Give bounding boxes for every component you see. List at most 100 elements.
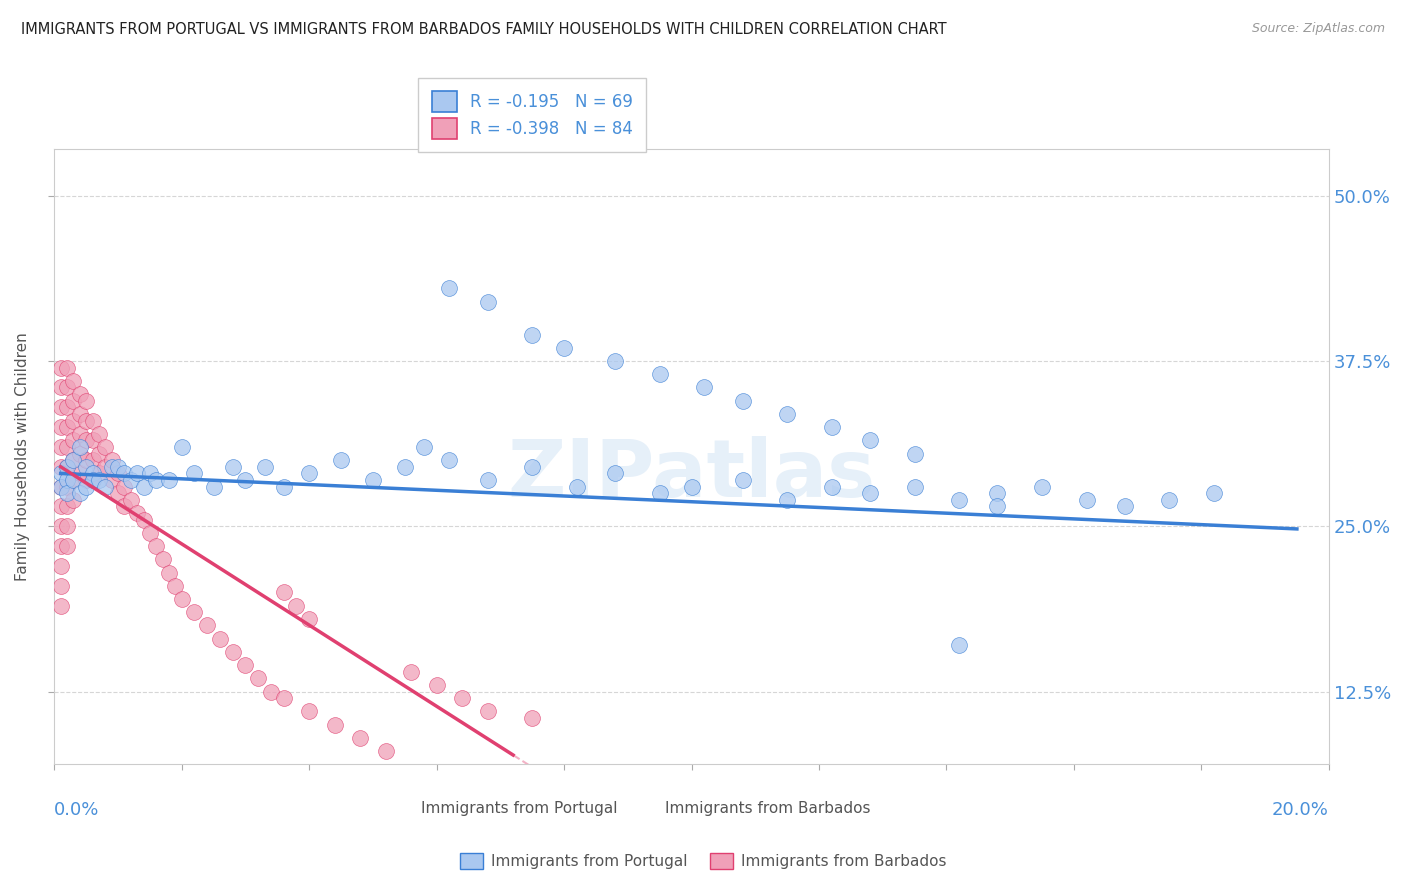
Point [112, 467, 135, 481]
Point [49, 420, 72, 434]
Point [56, 539, 79, 553]
Point [477, 473, 499, 487]
Point [693, 380, 716, 394]
Point [112, 480, 135, 494]
Point [49, 599, 72, 613]
Point [87, 467, 110, 481]
Point [222, 645, 245, 659]
Point [776, 407, 799, 421]
Point [49, 360, 72, 375]
Point [821, 480, 844, 494]
Point [208, 632, 231, 646]
Point [82, 467, 104, 481]
Point [260, 684, 283, 698]
Point [648, 368, 671, 382]
Point [1159, 492, 1181, 507]
Point [1076, 492, 1098, 507]
Point [75, 393, 97, 408]
Point [439, 453, 461, 467]
Point [145, 539, 167, 553]
Point [859, 434, 882, 448]
Point [132, 480, 155, 494]
Point [94, 480, 117, 494]
Point [439, 281, 461, 295]
Point [56, 360, 79, 375]
Point [87, 446, 110, 460]
Point [56, 486, 79, 500]
Point [330, 453, 353, 467]
Point [120, 492, 142, 507]
Point [69, 446, 91, 460]
Point [139, 467, 162, 481]
Point [62, 473, 84, 487]
Point [253, 459, 276, 474]
Point [731, 393, 754, 408]
Point [107, 486, 129, 500]
Point [349, 731, 371, 745]
Point [361, 473, 384, 487]
Point [522, 711, 544, 725]
Point [298, 705, 321, 719]
Point [82, 473, 104, 487]
Point [426, 678, 449, 692]
Point [56, 459, 79, 474]
Point [948, 492, 970, 507]
Point [522, 459, 544, 474]
Text: Immigrants from Portugal: Immigrants from Portugal [422, 801, 617, 816]
Point [648, 486, 671, 500]
Point [49, 480, 72, 494]
Point [87, 473, 110, 487]
Point [139, 525, 162, 540]
Point [145, 473, 167, 487]
Point [202, 480, 225, 494]
Point [56, 519, 79, 533]
Point [394, 459, 416, 474]
Point [298, 612, 321, 626]
Point [69, 387, 91, 401]
Point [49, 380, 72, 394]
Point [477, 705, 499, 719]
Point [412, 440, 434, 454]
Y-axis label: Family Households with Children: Family Households with Children [15, 333, 30, 582]
Point [62, 453, 84, 467]
Point [273, 691, 295, 706]
Point [298, 467, 321, 481]
Text: 20.0%: 20.0% [1272, 801, 1329, 819]
Point [553, 341, 575, 355]
Point [62, 453, 84, 467]
Point [49, 440, 72, 454]
Point [120, 473, 142, 487]
Text: IMMIGRANTS FROM PORTUGAL VS IMMIGRANTS FROM BARBADOS FAMILY HOUSEHOLDS WITH CHIL: IMMIGRANTS FROM PORTUGAL VS IMMIGRANTS F… [21, 22, 946, 37]
Legend: R = -0.195   N = 69, R = -0.398   N = 84: R = -0.195 N = 69, R = -0.398 N = 84 [419, 78, 647, 152]
Point [82, 473, 104, 487]
Point [235, 658, 257, 673]
Point [56, 473, 79, 487]
Point [62, 393, 84, 408]
Point [75, 413, 97, 427]
Text: Immigrants from Barbados: Immigrants from Barbados [665, 801, 870, 816]
Point [222, 459, 245, 474]
Point [69, 440, 91, 454]
Point [603, 467, 626, 481]
Point [1202, 486, 1225, 500]
Point [399, 665, 422, 679]
Point [195, 618, 218, 632]
Point [69, 467, 91, 481]
Point [49, 459, 72, 474]
Point [75, 434, 97, 448]
Point [100, 453, 122, 467]
Point [107, 459, 129, 474]
Point [56, 459, 79, 474]
Point [477, 294, 499, 309]
Point [49, 519, 72, 533]
Point [94, 440, 117, 454]
Point [1031, 480, 1053, 494]
Point [62, 374, 84, 388]
Point [323, 717, 346, 731]
Point [49, 558, 72, 573]
Point [100, 473, 122, 487]
Point [127, 467, 149, 481]
Point [49, 579, 72, 593]
Point [285, 599, 308, 613]
Point [49, 467, 72, 481]
